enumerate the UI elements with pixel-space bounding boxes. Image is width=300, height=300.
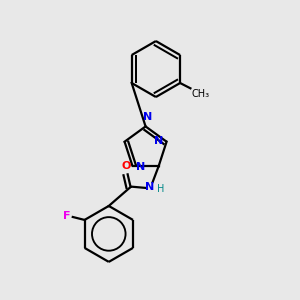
Text: N: N	[143, 112, 153, 122]
Text: N: N	[154, 136, 163, 146]
Text: N: N	[145, 182, 154, 192]
Text: H: H	[157, 184, 164, 194]
Text: F: F	[63, 212, 70, 221]
Text: N: N	[136, 162, 146, 172]
Text: O: O	[122, 161, 131, 171]
Text: CH₃: CH₃	[191, 89, 209, 99]
